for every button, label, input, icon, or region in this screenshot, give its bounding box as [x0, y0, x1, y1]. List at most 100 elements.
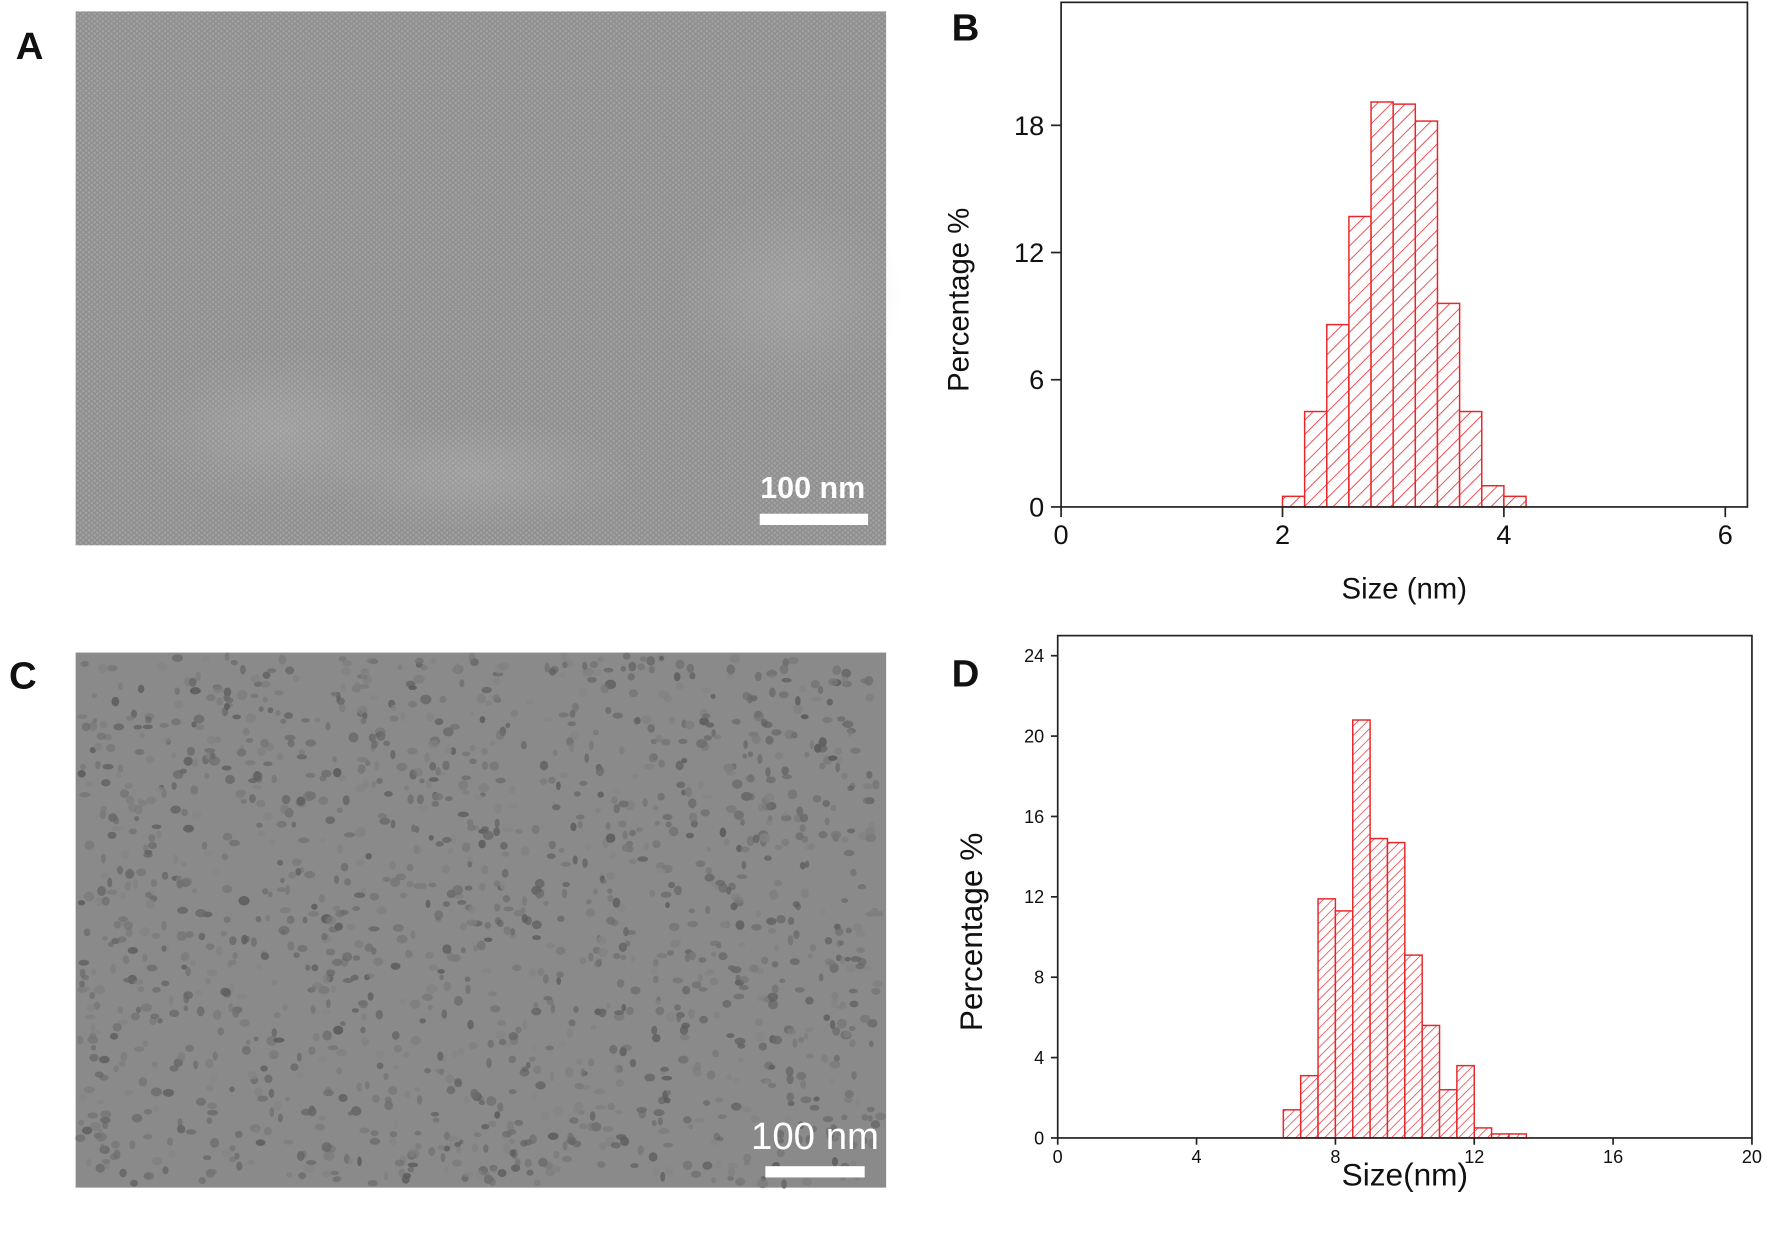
tem-image	[75, 652, 887, 1188]
particle	[523, 1139, 533, 1146]
particle	[255, 915, 262, 923]
particle	[181, 808, 188, 817]
particle	[144, 891, 152, 898]
particle	[109, 1032, 119, 1040]
x-axis-label: Size(nm)	[1342, 1156, 1468, 1192]
particle	[478, 1100, 485, 1106]
particle	[568, 742, 575, 753]
particle	[810, 680, 820, 689]
particle	[204, 747, 216, 753]
particle	[89, 1053, 99, 1062]
particle	[392, 1064, 399, 1070]
particle	[702, 1161, 713, 1170]
particle	[311, 903, 318, 910]
particle	[564, 1067, 574, 1078]
particle	[557, 915, 565, 922]
particle	[584, 753, 590, 763]
particle	[755, 1018, 764, 1026]
particle	[117, 936, 127, 943]
y-axis-label: Percentage %	[953, 833, 989, 1031]
particle	[764, 793, 775, 803]
particle	[240, 799, 247, 804]
particle	[470, 1088, 479, 1099]
particle	[533, 1065, 542, 1075]
particle	[241, 934, 248, 945]
particle	[631, 773, 640, 779]
particle	[652, 840, 661, 849]
particle	[412, 767, 423, 777]
particle	[236, 748, 247, 757]
particle	[198, 1176, 206, 1185]
particle	[540, 1110, 551, 1120]
particle	[608, 851, 617, 860]
particle	[668, 881, 676, 889]
particle	[867, 1115, 873, 1122]
particle	[371, 740, 378, 749]
particle	[252, 784, 262, 790]
particle	[190, 959, 196, 967]
particle	[352, 955, 361, 961]
particle	[507, 1128, 517, 1135]
particle	[432, 1117, 440, 1123]
particle	[265, 915, 271, 922]
particle	[273, 1012, 281, 1019]
particle	[831, 1157, 838, 1167]
particle	[116, 865, 124, 875]
particle	[466, 919, 478, 926]
particle	[391, 1031, 400, 1040]
particle	[399, 892, 408, 899]
particle	[567, 721, 577, 727]
particle	[469, 710, 475, 717]
particle	[110, 964, 117, 975]
particle	[666, 1089, 672, 1095]
particle	[100, 805, 107, 812]
particle	[325, 948, 336, 956]
particle	[643, 843, 650, 851]
particle	[113, 920, 121, 929]
particle	[801, 835, 809, 843]
particle	[455, 662, 460, 673]
particle	[787, 935, 794, 946]
particle	[531, 824, 540, 835]
particle	[588, 952, 594, 962]
particle	[420, 882, 427, 890]
particle	[408, 700, 417, 708]
bar	[1414, 120, 1439, 508]
particle	[271, 1027, 277, 1038]
particle	[458, 1139, 464, 1145]
particle	[213, 869, 222, 876]
particle	[576, 1058, 583, 1065]
particle	[114, 825, 126, 832]
particle	[113, 723, 125, 731]
particle	[214, 736, 222, 743]
particle	[428, 882, 437, 888]
particle	[94, 1071, 104, 1078]
particle	[620, 1136, 630, 1147]
particle	[751, 923, 762, 931]
particle	[596, 958, 603, 967]
particle	[94, 985, 106, 995]
particle	[870, 1120, 881, 1129]
particle	[652, 805, 659, 811]
particle	[654, 820, 661, 827]
particle	[781, 766, 789, 776]
particle	[117, 764, 124, 773]
particle	[619, 1047, 627, 1057]
particle	[302, 916, 308, 924]
particle	[137, 986, 145, 993]
particle	[549, 1071, 555, 1082]
particle	[271, 774, 278, 784]
particle	[718, 883, 728, 893]
particle	[457, 811, 469, 818]
particle	[322, 973, 330, 984]
particle	[820, 908, 826, 916]
particle	[781, 774, 793, 780]
particle	[119, 1168, 127, 1178]
particle	[622, 830, 628, 840]
particle	[336, 807, 343, 814]
particle	[99, 720, 108, 729]
particle	[138, 800, 148, 806]
particle	[468, 905, 476, 914]
particle	[446, 1086, 456, 1095]
particle	[481, 826, 489, 832]
